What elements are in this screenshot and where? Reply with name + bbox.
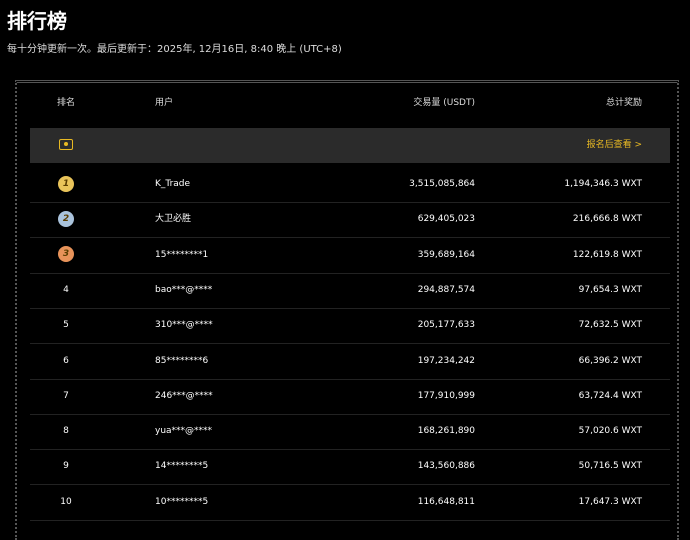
rank: 7 bbox=[63, 390, 69, 401]
header-reward: 总计奖励 bbox=[605, 98, 642, 108]
medal-icon: 2 bbox=[58, 210, 74, 227]
user-name: 10********5 bbox=[155, 496, 209, 507]
medal-icon: 3 bbox=[58, 246, 74, 263]
total-reward: 122,619.8 WXT bbox=[572, 249, 642, 260]
trade-volume: 168,261,890 bbox=[417, 426, 475, 437]
rank: 10 bbox=[60, 496, 72, 507]
rank: 4 bbox=[63, 284, 69, 295]
total-reward: 57,020.6 WXT bbox=[578, 426, 642, 437]
total-reward: 66,396.2 WXT bbox=[578, 355, 642, 366]
trade-volume: 197,234,242 bbox=[417, 355, 475, 366]
total-reward: 50,716.5 WXT bbox=[578, 461, 642, 472]
user-name: 15********1 bbox=[155, 249, 209, 260]
trade-volume: 629,405,023 bbox=[417, 214, 475, 225]
user-name: 14********5 bbox=[155, 461, 209, 472]
leaderboard-frame bbox=[15, 80, 679, 540]
medal-icon: 1 bbox=[58, 175, 74, 192]
trade-volume: 116,648,811 bbox=[417, 496, 475, 507]
trade-volume: 205,177,633 bbox=[417, 320, 475, 331]
total-reward: 216,666.8 WXT bbox=[572, 214, 642, 225]
my-rank-row: 报名后查看 > bbox=[30, 128, 670, 163]
rank: 8 bbox=[63, 426, 69, 437]
table-header: 排名 用户 交易量 (USDT) 总计奖励 bbox=[30, 86, 670, 121]
rank: 5 bbox=[63, 320, 69, 331]
table-row: 5 310***@**** 205,177,633 72,632.5 WXT bbox=[30, 308, 670, 345]
user-name: 85********6 bbox=[155, 355, 209, 366]
header-volume: 交易量 (USDT) bbox=[413, 98, 475, 108]
total-reward: 97,654.3 WXT bbox=[578, 284, 642, 295]
total-reward: 63,724.4 WXT bbox=[578, 390, 642, 401]
user-name: 310***@**** bbox=[155, 320, 213, 331]
user-badge-icon bbox=[59, 139, 73, 150]
table-row: 9 14********5 143,560,886 50,716.5 WXT bbox=[30, 449, 670, 486]
table-row: 7 246***@**** 177,910,999 63,724.4 WXT bbox=[30, 379, 670, 415]
user-name: 246***@**** bbox=[155, 390, 213, 401]
total-reward: 1,194,346.3 WXT bbox=[564, 179, 642, 189]
user-name: yua***@**** bbox=[155, 426, 213, 437]
table-row: 2 大卫必胜 629,405,023 216,666.8 WXT bbox=[30, 202, 670, 239]
trade-volume: 177,910,999 bbox=[417, 390, 475, 401]
table-row: 6 85********6 197,234,242 66,396.2 WXT bbox=[30, 344, 670, 380]
rank: 9 bbox=[63, 461, 69, 472]
header-user: 用户 bbox=[155, 98, 174, 108]
header-rank: 排名 bbox=[56, 98, 75, 108]
table-row: 4 bao***@**** 294,887,574 97,654.3 WXT bbox=[30, 273, 670, 309]
total-reward: 17,647.3 WXT bbox=[578, 496, 642, 507]
total-reward: 72,632.5 WXT bbox=[578, 320, 642, 331]
trade-volume: 294,887,574 bbox=[417, 284, 475, 295]
page-title: 排行榜 bbox=[7, 9, 67, 33]
table-row: 10 10********5 116,648,811 17,647.3 WXT bbox=[30, 485, 670, 521]
trade-volume: 143,560,886 bbox=[417, 461, 475, 472]
trade-volume: 359,689,164 bbox=[417, 249, 475, 260]
user-name: K_Trade bbox=[155, 179, 191, 189]
trade-volume: 3,515,085,864 bbox=[409, 179, 475, 189]
update-info: 每十分钟更新一次。最后更新于：2025年, 12月16日, 8:40 晚上 (U… bbox=[7, 44, 342, 55]
table-row: 3 15********1 359,689,164 122,619.8 WXT bbox=[30, 238, 670, 274]
table-row: 1 K_Trade 3,515,085,864 1,194,346.3 WXT bbox=[30, 167, 670, 203]
table-row: 8 yua***@**** 168,261,890 57,020.6 WXT bbox=[30, 414, 670, 451]
register-to-view-link[interactable]: 报名后查看 > bbox=[586, 140, 642, 150]
rank: 6 bbox=[63, 355, 69, 366]
user-name: bao***@**** bbox=[155, 284, 213, 295]
user-name: 大卫必胜 bbox=[155, 214, 192, 225]
